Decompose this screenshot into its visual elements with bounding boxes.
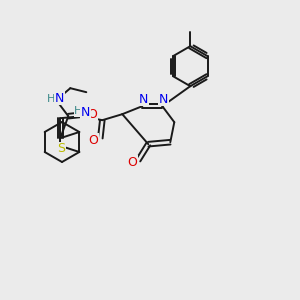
Text: N: N <box>159 93 168 106</box>
Text: S: S <box>57 142 65 155</box>
Text: N: N <box>81 106 90 119</box>
Text: N: N <box>55 92 64 105</box>
Text: N: N <box>139 93 148 106</box>
Text: O: O <box>88 134 98 147</box>
Text: O: O <box>128 156 137 169</box>
Text: H: H <box>74 106 82 116</box>
Text: O: O <box>87 108 97 121</box>
Text: H: H <box>47 94 56 104</box>
